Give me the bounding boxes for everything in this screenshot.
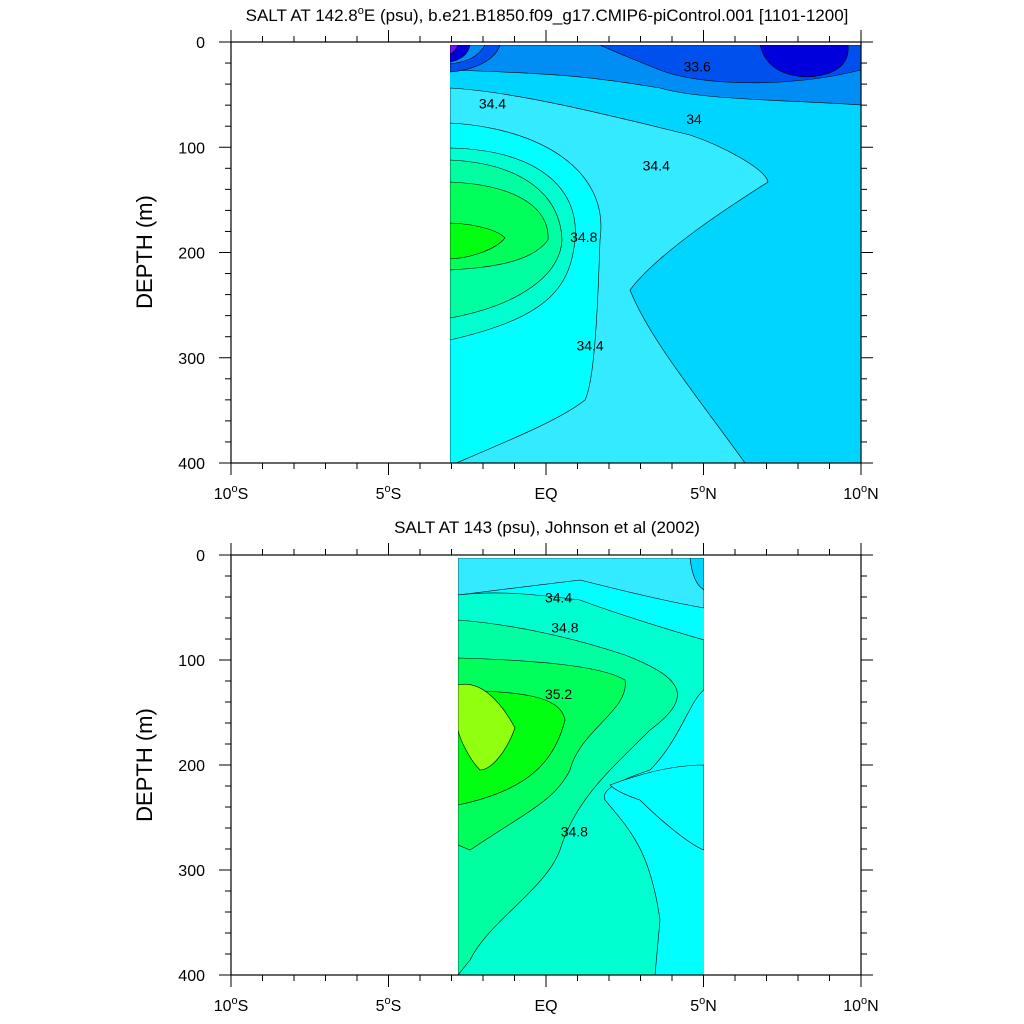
x-tick-label: 5oN [690,483,717,503]
x-tick-label: 10oN [843,483,878,503]
panel-observation: SALT AT 143 (psu), Johnson et al (2002) … [132,518,879,1015]
x-tick-label: 10oN [843,995,878,1015]
panel1-ylabel: DEPTH (m) [132,195,157,309]
contour-label: 34.4 [576,337,603,353]
contour-label: 33.6 [684,58,711,74]
contour-label: 34.4 [479,95,506,111]
x-tick-label: 10oS [214,995,249,1015]
panel1-title: SALT AT 142.8oE (psu), b.e21.B1850.f09_g… [246,5,849,25]
panel2-contour-fills [458,558,704,975]
contour-label: 34 [686,111,702,127]
panel2-title: SALT AT 143 (psu), Johnson et al (2002) [394,518,700,537]
x-tick-label: 5oS [376,483,402,503]
panel-model: SALT AT 142.8oE (psu), b.e21.B1850.f09_g… [132,5,879,503]
y-tick-label: 400 [178,456,205,473]
panel2-ticks: 10oS 5oS EQ 5oN 10oN 0 100 200 300 400 [178,543,879,1015]
y-tick-label: 300 [178,863,205,880]
y-tick-label: 100 [178,140,205,157]
x-tick-label: 10oS [214,483,249,503]
x-tick-label: 5oN [690,995,717,1015]
y-tick-label: 400 [178,968,205,985]
contour-label: 34.8 [561,823,588,839]
x-tick-label: EQ [534,486,557,503]
x-tick-label: 5oS [376,995,402,1015]
panel1-contour-labels: 33.6 34.4 34 34.4 34.8 34.4 [479,58,711,353]
y-tick-label: 0 [196,548,205,565]
y-tick-label: 300 [178,351,205,368]
panel2-contour-labels: 34.4 34.8 35.2 34.8 [545,589,588,839]
contour-label: 34.4 [545,589,572,605]
panel2-ylabel: DEPTH (m) [132,708,157,822]
contour-label: 34.8 [570,229,597,245]
y-tick-label: 200 [178,246,205,263]
contour-label: 34.4 [643,157,670,173]
y-tick-label: 0 [196,35,205,52]
panel1-ticks: 10oS 5oS EQ 5oN 10oN 0 100 200 300 400 [178,30,879,503]
panel1-contour-fills [450,45,861,463]
contour-label: 35.2 [545,686,572,702]
contour-label: 34.8 [551,620,578,636]
y-tick-label: 200 [178,758,205,775]
x-tick-label: EQ [534,998,557,1015]
y-tick-label: 100 [178,653,205,670]
